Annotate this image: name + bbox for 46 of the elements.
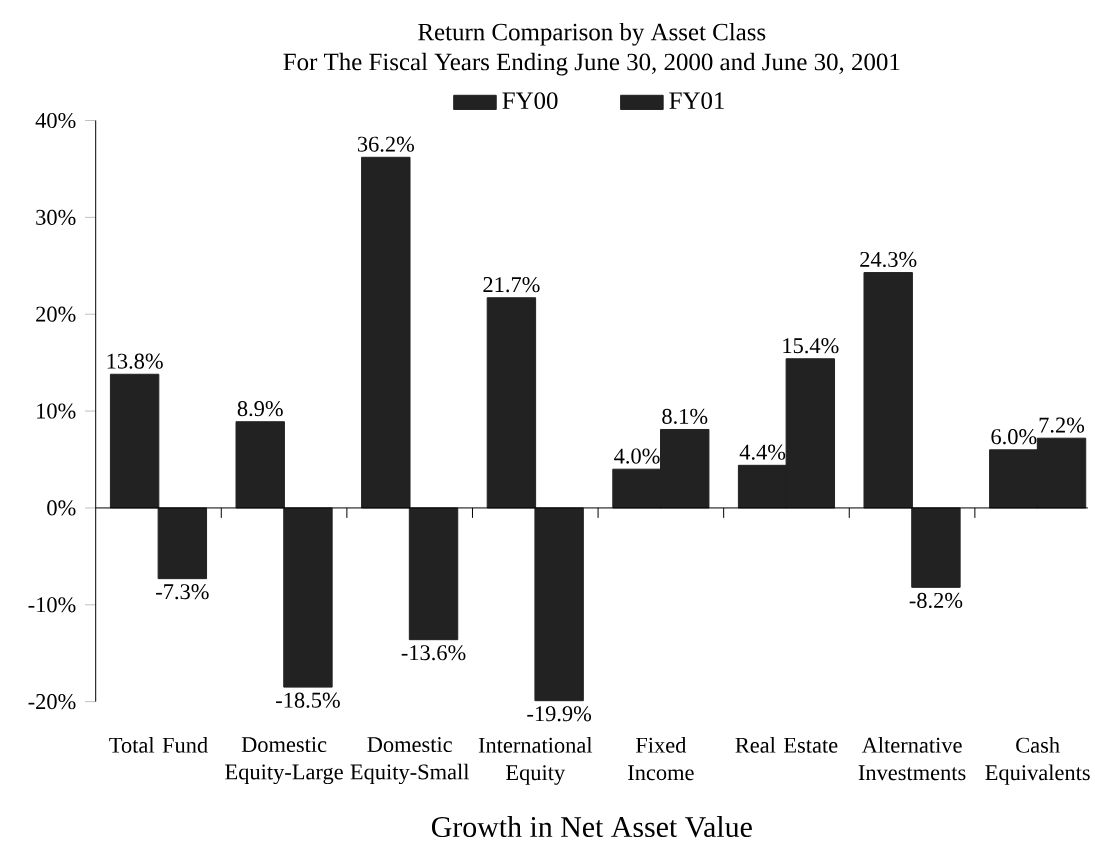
x-tick-label: Domestic Equity-Small [350,736,470,784]
data-label: -7.3% [156,583,209,600]
bar [911,507,961,588]
data-label: -8.2% [909,592,963,608]
legend-label: FY01 [669,92,724,109]
y-tick-label: -20% [28,693,76,710]
data-label: 7.2% [1039,417,1085,433]
data-label: -13.6% [401,644,466,661]
data-label: 8.9% [237,400,283,417]
data-label: -19.9% [527,705,592,722]
bar [157,507,208,579]
x-tick-label: Total Fund [109,736,208,753]
y-tick-label: 0% [47,500,76,516]
y-tick-label: 40% [35,112,76,128]
data-label: 21.7% [483,276,540,293]
data-label: 36.2% [357,136,415,152]
bar [408,507,459,640]
chart-title: Return Comparison by Asset Class [418,22,766,46]
chart-subtitle: For The Fiscal Years Ending June 30, 2000 and June 30, 2001 [283,52,900,76]
y-tick-label: 10% [37,403,76,419]
x-tick-label: Cash Equivalents [985,736,1090,785]
x-tick-label: Alternative Investments [858,736,966,780]
x-tick-label: Real Estate [735,736,838,753]
data-label: 4.4% [739,444,786,460]
bar [109,373,160,509]
legend-label: FY00 [502,92,558,109]
y-tick-label: -10% [28,596,76,613]
data-label: 4.0% [614,448,660,464]
bar [283,507,333,688]
data-label: 8.1% [662,408,708,424]
data-label: 15.4% [783,337,839,354]
x-tick-label: International Equity [478,736,593,785]
data-label: 6.0% [991,428,1037,445]
bar [361,156,411,509]
data-label: 24.3% [860,251,917,267]
bar [486,297,537,509]
x-tick-label: Fixed Income [628,736,694,780]
x-axis-title: Growth in Net Asset Value [431,815,752,838]
bar [534,507,584,701]
bar [235,421,285,509]
y-tick-label: 30% [36,209,76,225]
bar [863,271,913,509]
y-tick-label: 20% [36,306,76,322]
data-label: -18.5% [276,692,340,708]
data-label: 13.8% [107,353,163,369]
x-tick-label: Domestic Equity-Large [225,736,343,784]
